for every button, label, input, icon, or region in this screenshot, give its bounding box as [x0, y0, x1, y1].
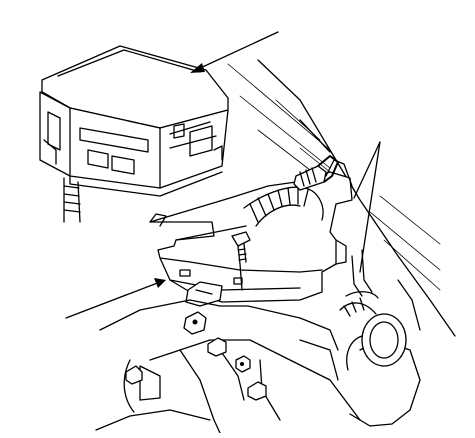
- callout-arrow-bracket: [66, 278, 166, 318]
- bolt-center-icon: [232, 232, 250, 290]
- bolt-upper-icon: [294, 156, 338, 190]
- coolant-hose: [340, 250, 406, 370]
- engine-block-outline: [96, 292, 420, 433]
- callout-arrow-bolts: [354, 142, 380, 272]
- fender-outline: [258, 60, 455, 336]
- bracket-fastener: [184, 282, 222, 334]
- harness-left: [64, 178, 80, 222]
- callout-arrow-fuse-box: [190, 32, 278, 73]
- fuse-relay-box: [40, 46, 228, 196]
